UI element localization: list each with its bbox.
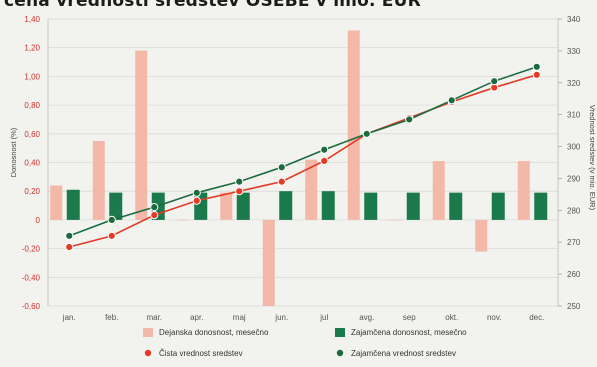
bar-guaranteed-return [109,192,123,220]
point-net-asset-value [150,211,159,220]
point-net-asset-value [277,177,286,186]
bar-guaranteed-return [236,192,250,220]
point-guaranteed-asset-value [447,96,456,105]
y-left-tick-label: 0 [36,216,41,225]
bar-guaranteed-return [406,192,420,220]
y-right-tick-label: 250 [567,302,581,311]
x-tick-label: jul [319,313,328,322]
legend-guaranteed-return-swatch [335,328,345,337]
legend-net-asset-value-label: Čista vrednost sredstev [159,349,243,358]
bar-guaranteed-return [449,192,463,220]
bar-guaranteed-return [279,191,293,220]
legend-guaranteed-asset-value-swatch [336,349,344,357]
y-left-tick-label: -0,60 [22,302,41,311]
line-guaranteed-asset-value [68,66,538,237]
legend-net-asset-value-swatch [144,349,152,357]
bar-actual-return [432,161,445,220]
point-net-asset-value [235,187,244,196]
y-right-axis-title: Vrednost sredstev (v mio. EUR) [588,105,597,211]
bar-actual-return [347,30,360,220]
point-guaranteed-asset-value [192,188,201,197]
bar-actual-return [475,219,488,252]
y-left-tick-label: -0,40 [22,273,41,282]
point-net-asset-value [107,231,116,240]
x-tick-label: jan. [62,313,76,322]
y-right-tick-label: 300 [567,143,581,152]
point-net-asset-value [192,196,201,205]
bar-guaranteed-return [534,192,548,220]
bar-actual-return [177,219,190,221]
bar-guaranteed-return [491,192,505,220]
y-left-tick-label: 0,40 [24,159,40,168]
y-right-tick-label: 330 [567,47,581,56]
y-right-tick-label: 260 [567,270,581,279]
y-left-tick-label: 1,00 [24,72,40,81]
y-left-tick-label: 0,20 [24,187,40,196]
point-guaranteed-asset-value [277,163,286,172]
point-guaranteed-asset-value [405,115,414,124]
y-left-tick-label: 0,80 [24,101,40,110]
bar-actual-return [305,159,318,220]
y-left-tick-label: 0,60 [24,130,40,139]
x-tick-label: sep [403,313,416,322]
point-guaranteed-asset-value [320,145,329,154]
bar-actual-return [262,219,275,306]
point-net-asset-value [320,156,329,166]
point-guaranteed-asset-value [107,215,116,224]
x-tick-label: mar. [146,313,162,322]
point-guaranteed-asset-value [362,129,371,138]
y-right-tick-label: 270 [567,238,581,247]
y-right-tick-label: 290 [567,174,581,183]
bar-guaranteed-return [66,189,80,220]
legend-actual-return-label: Dejanska donosnost, mesečno [159,328,269,337]
point-guaranteed-asset-value [490,77,499,86]
x-tick-label: jun. [274,313,288,322]
bar-actual-return [50,185,63,220]
y-left-tick-label: 1,40 [24,15,40,24]
y-right-tick-label: 340 [567,15,581,24]
point-net-asset-value [532,70,541,79]
bar-actual-return [220,192,233,220]
y-right-tick-label: 280 [567,206,581,215]
bar-actual-return [390,219,403,221]
x-tick-label: maj [233,313,246,322]
y-right-tick-label: 320 [567,79,581,88]
y-left-tick-label: -0,20 [22,245,41,254]
point-net-asset-value [65,242,74,252]
x-tick-label: avg. [359,313,374,322]
legend-actual-return-swatch [143,328,153,337]
legend-guaranteed-return-label: Zajamčena donosnost, mesečno [351,328,467,337]
point-guaranteed-asset-value [235,177,244,186]
y-left-tick-label: 1,20 [24,44,40,53]
bar-guaranteed-return [364,192,378,220]
point-guaranteed-asset-value [150,203,159,212]
point-guaranteed-asset-value [532,62,541,71]
legend-guaranteed-asset-value-label: Zajamčena vrednost sredstev [351,349,456,358]
bar-actual-return [135,50,148,220]
bar-guaranteed-return [321,191,335,220]
x-tick-label: nov. [487,313,502,322]
line-net-asset-value [69,74,537,248]
y-right-tick-label: 310 [567,111,581,120]
bar-actual-return [92,140,105,220]
chart-title: cena vrednosti sredstev OSEBE v mio. EUR [4,0,421,11]
x-tick-label: dec. [529,313,544,322]
y-left-axis-title: Donosnost (%) [9,127,18,177]
bar-actual-return [517,161,530,220]
point-guaranteed-asset-value [65,231,74,240]
x-tick-label: apr. [190,313,203,322]
x-tick-label: okt. [445,313,458,322]
x-tick-label: feb. [105,313,118,322]
